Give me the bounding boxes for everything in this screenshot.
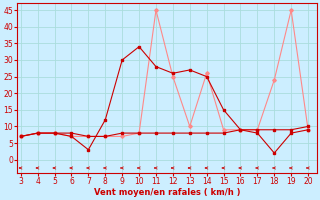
X-axis label: Vent moyen/en rafales ( km/h ): Vent moyen/en rafales ( km/h ) <box>94 188 240 197</box>
